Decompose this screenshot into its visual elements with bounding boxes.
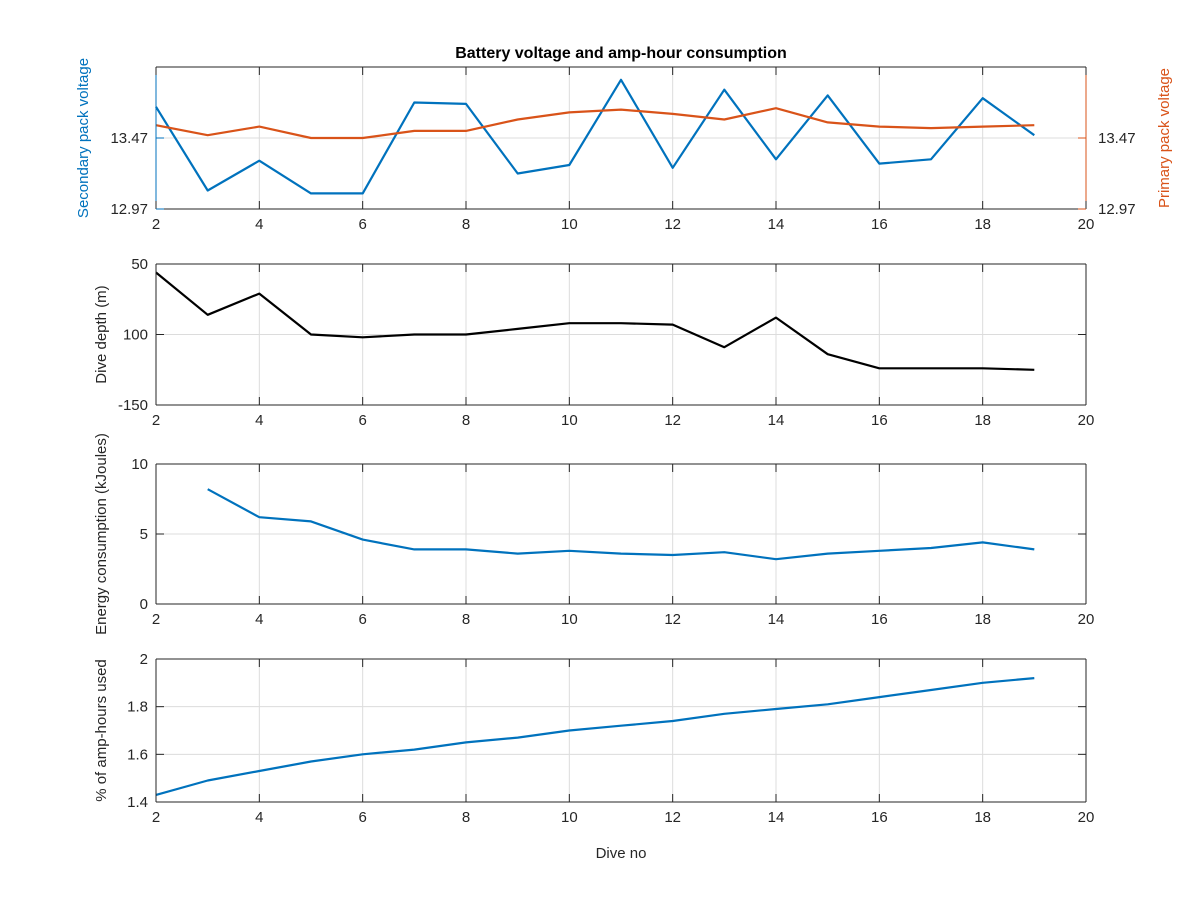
x-tick-label: 8 (462, 216, 470, 233)
y-tick-label: 5 (140, 526, 148, 543)
x-tick-label: 18 (974, 611, 991, 628)
x-tick-label: 16 (871, 216, 888, 233)
x-tick-label: 6 (358, 412, 366, 429)
y-tick-label: 1.6 (127, 746, 148, 763)
x-tick-label: 14 (768, 412, 785, 429)
series-line-depth-left (155, 271, 1035, 371)
x-tick-label: 2 (152, 412, 160, 429)
x-tick-label: 2 (152, 611, 160, 628)
y-tick-label: 12.97 (110, 201, 148, 218)
x-tick-label: 12 (664, 809, 681, 826)
x-tick-label: 14 (768, 809, 785, 826)
y-tick-label: 50 (131, 256, 148, 273)
x-tick-label: 8 (462, 809, 470, 826)
x-tick-label: 4 (255, 412, 263, 429)
y-axis-label: Energy consumption (kJoules) (93, 433, 110, 635)
x-tick-label: 4 (255, 809, 263, 826)
y-tick-label: 100 (123, 327, 148, 344)
series-line-voltage-right (155, 107, 1035, 140)
x-tick-label: 2 (152, 809, 160, 826)
x-tick-label: 20 (1078, 611, 1095, 628)
x-tick-label: 14 (768, 216, 785, 233)
x-tick-label: 10 (561, 412, 578, 429)
x-tick-label: 4 (255, 216, 263, 233)
x-tick-label: 18 (974, 216, 991, 233)
series-line-amphours-left (155, 677, 1035, 796)
subplot-amphours: 2 4 6 8 10 12 14 16 18 20 1.4 1.6 1.8 2 % of amp-hours… (93, 651, 1094, 826)
x-tick-label: 18 (974, 809, 991, 826)
x-tick-label: 12 (664, 412, 681, 429)
x-tick-label: 16 (871, 412, 888, 429)
x-tick-label: 14 (768, 611, 785, 628)
subplot-energy: 2 4 6 8 10 12 14 16 18 20 0 5 10 Energy consumption (… (93, 433, 1094, 635)
x-tick-label: 6 (358, 611, 366, 628)
x-tick-label: 8 (462, 412, 470, 429)
figure-title: Battery voltage and amp-hour consumption (455, 45, 787, 62)
x-tick-label: 6 (358, 216, 366, 233)
x-tick-label: 8 (462, 611, 470, 628)
x-tick-label: 18 (974, 412, 991, 429)
y-axis-label-right: Primary pack voltage (1156, 68, 1173, 208)
subplot-depth: 2 4 6 8 10 12 14 16 18 20 50 100 -150 Dive depth (m) (93, 256, 1094, 429)
y-tick-label: 10 (131, 456, 148, 473)
y-tick-label: 1.4 (127, 794, 148, 811)
y-tick-label: 0 (140, 596, 148, 613)
y-tick-label: -150 (118, 397, 148, 414)
y-tick-label-right: 13.47 (1098, 130, 1136, 147)
y-tick-label: 1.8 (127, 699, 148, 716)
y-tick-label-right: 12.97 (1098, 201, 1136, 218)
x-tick-label: 6 (358, 809, 366, 826)
x-tick-label: 16 (871, 611, 888, 628)
y-tick-label: 2 (140, 651, 148, 668)
x-tick-label: 20 (1078, 809, 1095, 826)
x-tick-label: 20 (1078, 216, 1095, 233)
x-axis-label: Dive no (596, 845, 647, 862)
x-tick-label: 12 (664, 216, 681, 233)
x-tick-label: 12 (664, 611, 681, 628)
x-tick-label: 10 (561, 216, 578, 233)
x-tick-label: 10 (561, 611, 578, 628)
x-tick-label: 16 (871, 809, 888, 826)
y-axis-label: Dive depth (m) (93, 285, 110, 383)
y-axis-label: % of amp-hours used (93, 659, 110, 802)
y-axis-label: Secondary pack voltage (75, 58, 92, 218)
x-tick-label: 20 (1078, 412, 1095, 429)
series-line-voltage-left (155, 78, 1035, 195)
y-tick-label: 13.47 (110, 130, 148, 147)
x-tick-label: 2 (152, 216, 160, 233)
x-tick-label: 10 (561, 809, 578, 826)
plot-area (156, 659, 1086, 802)
x-tick-label: 4 (255, 611, 263, 628)
